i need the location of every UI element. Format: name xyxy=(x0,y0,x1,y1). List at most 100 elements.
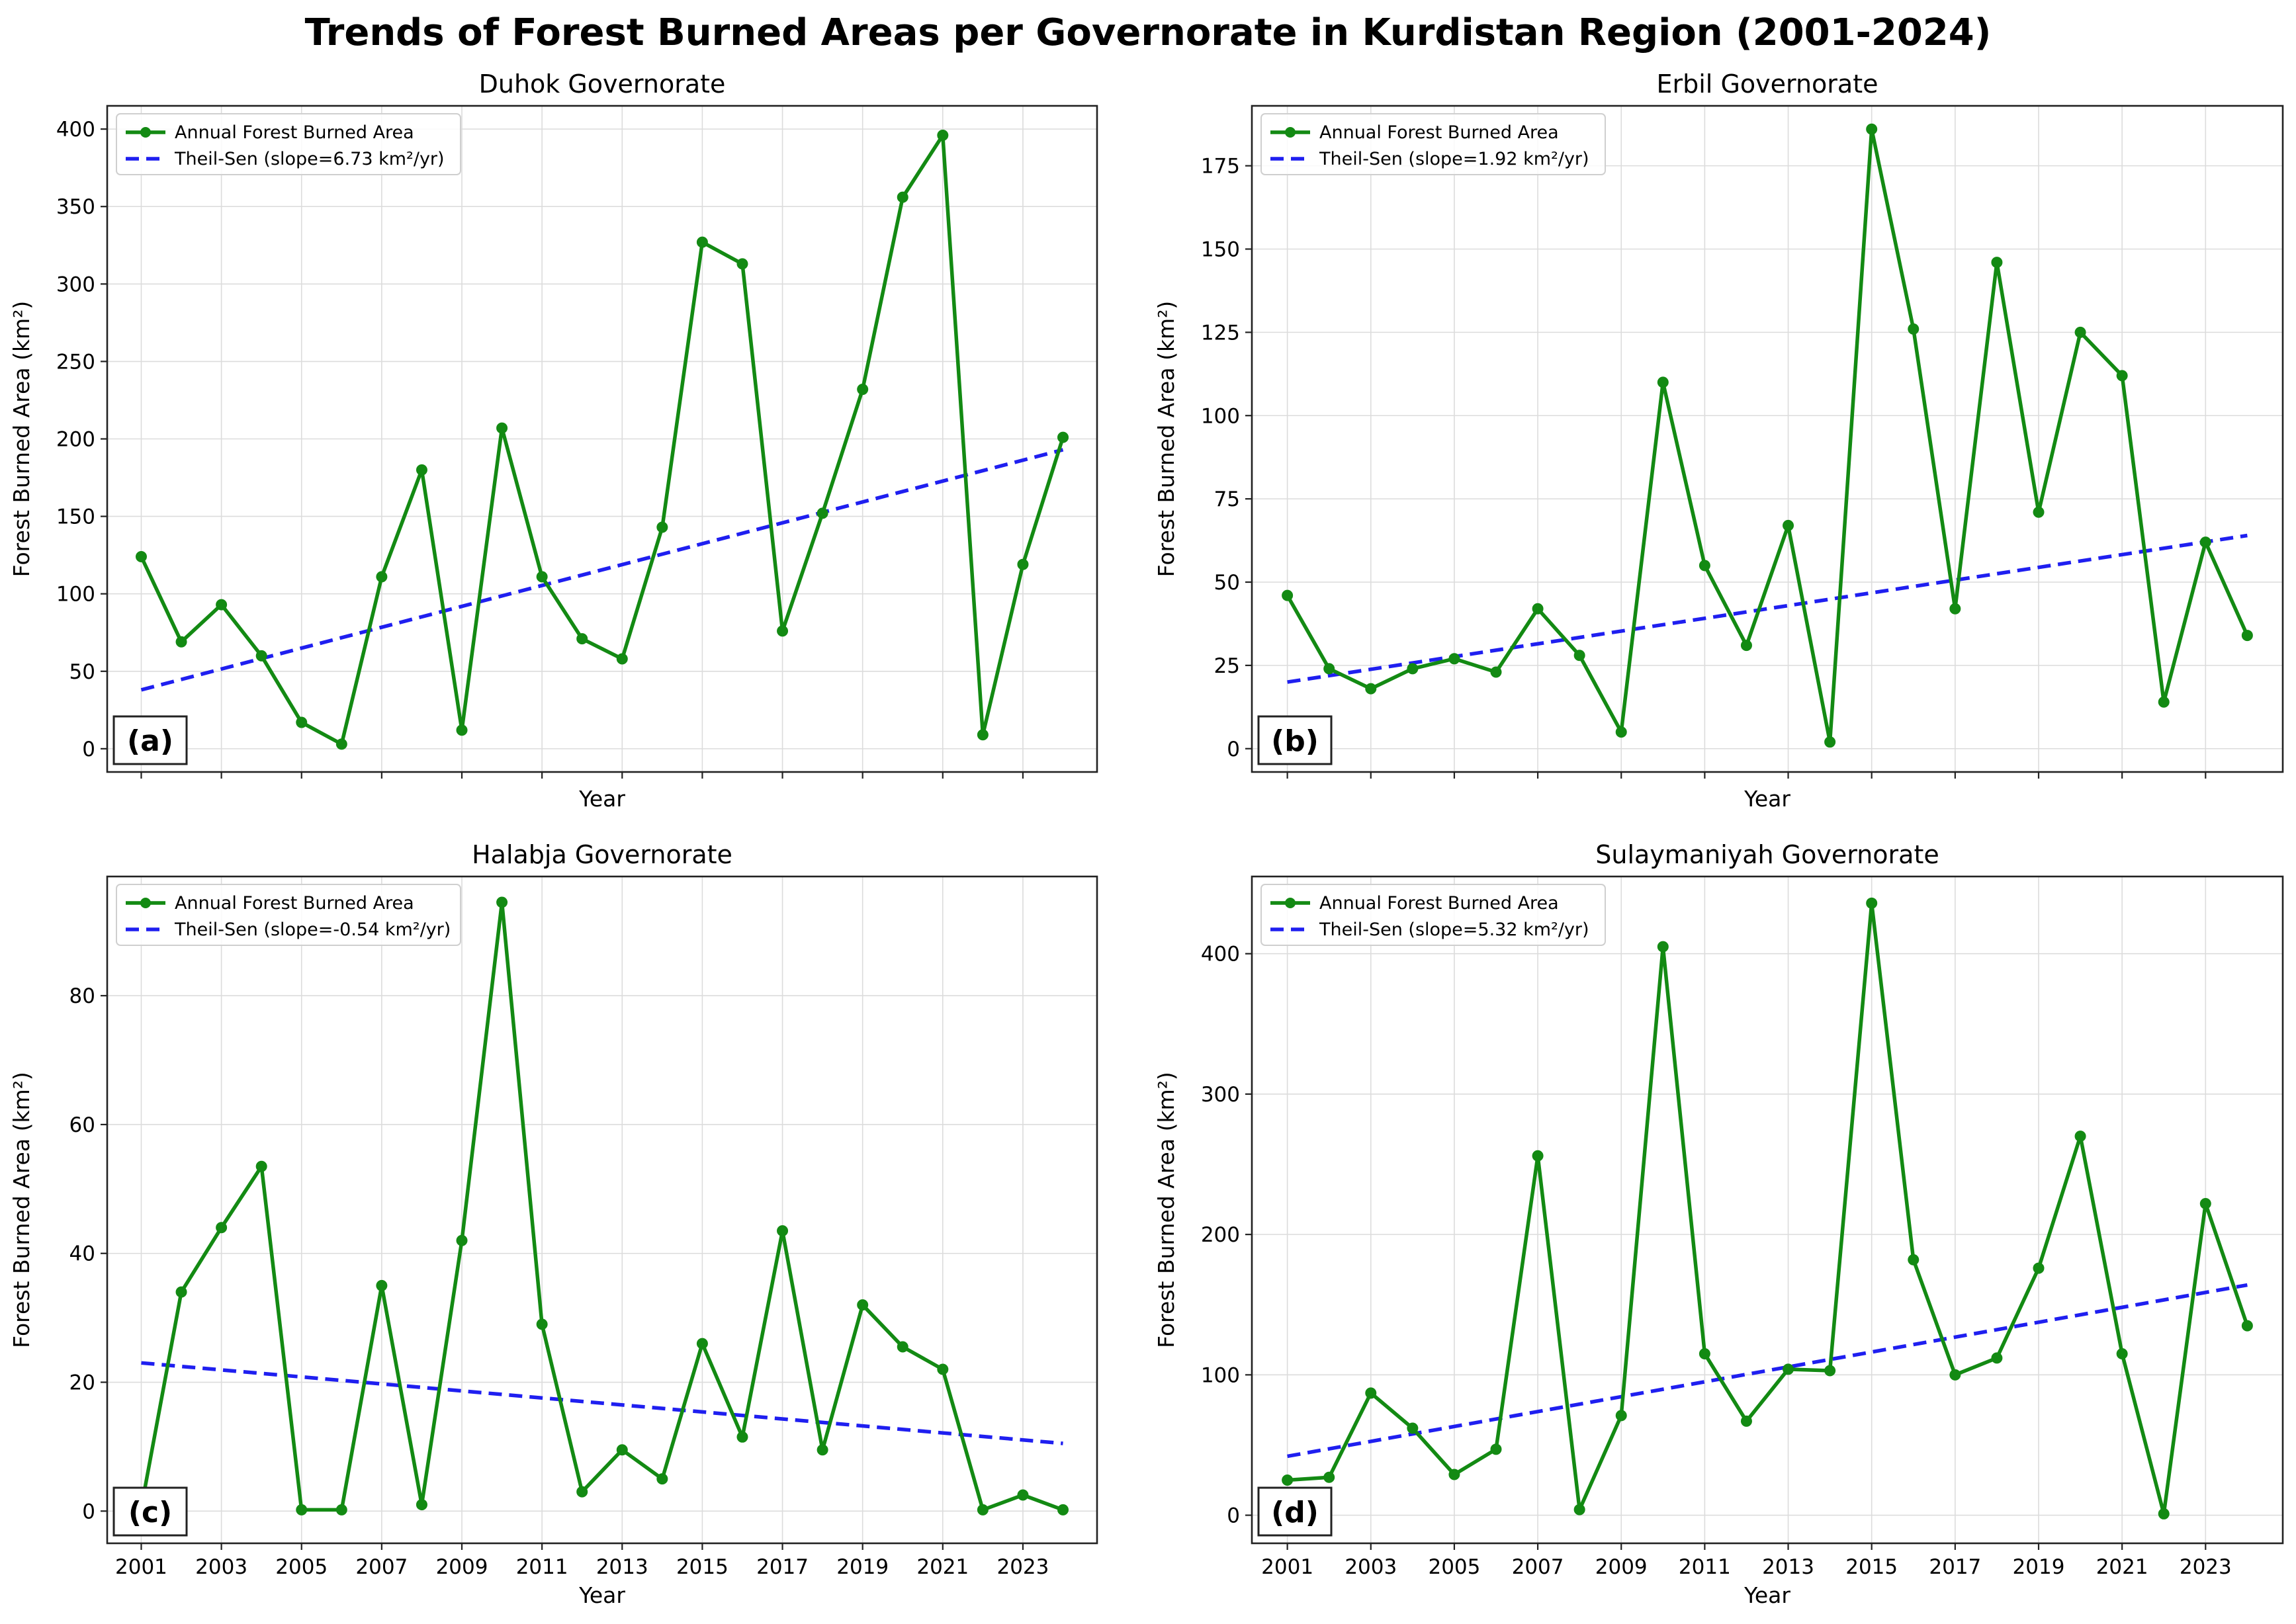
legend-label-trend: Theil-Sen (slope=6.73 km²/yr) xyxy=(174,149,445,169)
legend-label-trend: Theil-Sen (slope=5.32 km²/yr) xyxy=(1319,919,1589,940)
panel-tag-frame xyxy=(1257,1486,1333,1537)
plot-frame xyxy=(106,875,1098,1545)
panel-title: Erbil Governorate xyxy=(1657,69,1878,99)
data-point xyxy=(135,550,147,562)
data-point xyxy=(456,724,468,736)
data-point xyxy=(496,422,508,434)
x-tick-label: 2011 xyxy=(1679,1555,1731,1579)
data-point xyxy=(1740,1415,1752,1427)
panel-tag: (a) xyxy=(112,715,188,765)
data-point xyxy=(2033,506,2045,518)
x-axis-label: Year xyxy=(1744,786,1790,812)
data-point xyxy=(216,599,228,611)
data-point xyxy=(1490,1443,1502,1455)
x-tick-label: 2007 xyxy=(1512,1555,1564,1579)
trend-line xyxy=(140,448,1064,692)
data-point xyxy=(335,1504,347,1516)
panel-title: Duhok Governorate xyxy=(479,69,726,99)
x-tick-label: 2021 xyxy=(916,1555,969,1579)
x-tick-label: 2009 xyxy=(1595,1555,1648,1579)
panel-2: Erbil Governorate 0 25 50 75 100 125 150 175 Year… xyxy=(1153,69,2284,812)
panel-title: Halabja Governorate xyxy=(472,840,732,869)
data-point xyxy=(1057,431,1069,443)
data-point xyxy=(1448,1469,1460,1480)
data-point xyxy=(1949,1369,1961,1381)
x-tick-label: 2003 xyxy=(195,1555,247,1579)
data-point xyxy=(1908,1254,1920,1265)
y-tick-label: 200 xyxy=(1201,1223,1240,1247)
legend: Annual Forest Burned Area Theil-Sen (slop… xyxy=(1260,884,1606,946)
x-tick-label: 2017 xyxy=(1929,1555,1981,1579)
data-point xyxy=(2074,326,2086,338)
data-point xyxy=(2116,370,2128,382)
data-point xyxy=(1824,1365,1836,1377)
data-point xyxy=(777,1225,789,1237)
y-axis-label: Forest Burned Area (km²) xyxy=(9,1072,34,1348)
panel-3: Halabja Governorate 0 20 40 60 80 2001 2003 2005… xyxy=(9,840,1098,1608)
y-tick-label: 0 xyxy=(1227,1504,1240,1528)
x-tick-label: 2017 xyxy=(756,1555,809,1579)
data-point xyxy=(2199,536,2211,548)
y-tick-label: 60 xyxy=(69,1113,95,1137)
y-tick-label: 50 xyxy=(1214,571,1240,595)
data-point xyxy=(536,571,548,583)
data-point xyxy=(1699,560,1710,572)
data-point xyxy=(937,1363,949,1375)
y-tick-label: 100 xyxy=(1201,404,1240,428)
data-point xyxy=(376,1279,388,1291)
x-tick-label: 2005 xyxy=(275,1555,328,1579)
data-point xyxy=(2199,1197,2211,1209)
y-tick-label: 40 xyxy=(69,1242,95,1266)
legend-marker-swatch xyxy=(1285,127,1296,138)
y-tick-label: 50 xyxy=(69,660,95,684)
data-point xyxy=(616,1444,628,1456)
data-point xyxy=(2158,696,2170,708)
x-tick-label: 2009 xyxy=(436,1555,488,1579)
data-point xyxy=(576,1486,588,1498)
y-axis-label: Forest Burned Area (km²) xyxy=(1153,301,1179,577)
data-point xyxy=(216,1222,228,1234)
y-tick-label: 0 xyxy=(82,738,95,761)
y-tick-label: 80 xyxy=(69,984,95,1008)
plot-frame xyxy=(106,105,1098,773)
y-tick-label: 100 xyxy=(56,583,95,607)
data-point xyxy=(937,129,949,141)
data-point xyxy=(1573,1504,1585,1516)
legend-label-trend: Theil-Sen (slope=-0.54 km²/yr) xyxy=(174,919,451,940)
data-point xyxy=(2241,630,2253,642)
data-point xyxy=(2241,1320,2253,1332)
trend-line xyxy=(1287,1283,2248,1459)
data-point xyxy=(857,1299,869,1311)
data-point xyxy=(1448,653,1460,665)
legend: Annual Forest Burned Area Theil-Sen (slop… xyxy=(116,884,461,946)
data-point xyxy=(2033,1262,2045,1274)
panel-tag-frame xyxy=(112,715,188,765)
data-point xyxy=(175,636,187,648)
data-point xyxy=(1866,897,1878,909)
legend-label-trend: Theil-Sen (slope=1.92 km²/yr) xyxy=(1319,149,1589,169)
data-point xyxy=(1017,1489,1029,1501)
data-point xyxy=(1657,941,1669,953)
data-point xyxy=(977,1504,989,1516)
data-point xyxy=(736,258,748,270)
data-point xyxy=(1532,603,1544,615)
y-tick-label: 300 xyxy=(1201,1083,1240,1107)
x-tick-label: 2021 xyxy=(2096,1555,2148,1579)
panel-tag-label: (b) xyxy=(1271,724,1319,758)
data-point xyxy=(1908,323,1920,335)
data-point xyxy=(1949,603,1961,615)
series-line xyxy=(1287,901,2250,1516)
y-tick-label: 0 xyxy=(82,1500,95,1523)
legend: Annual Forest Burned Area Theil-Sen (slop… xyxy=(1260,113,1606,175)
legend-frame xyxy=(116,113,461,175)
data-point xyxy=(296,716,308,728)
data-point xyxy=(1699,1348,1710,1360)
data-point xyxy=(416,1499,427,1511)
panel-tag-label: (d) xyxy=(1271,1496,1319,1529)
x-tick-label: 2001 xyxy=(1261,1555,1313,1579)
data-point xyxy=(416,464,427,476)
data-point xyxy=(1365,1387,1377,1399)
panel-4: Sulaymaniyah Governorate 0 100 200 300 400 200… xyxy=(1153,840,2284,1608)
x-tick-label: 2007 xyxy=(355,1555,408,1579)
y-tick-label: 0 xyxy=(1227,738,1240,761)
